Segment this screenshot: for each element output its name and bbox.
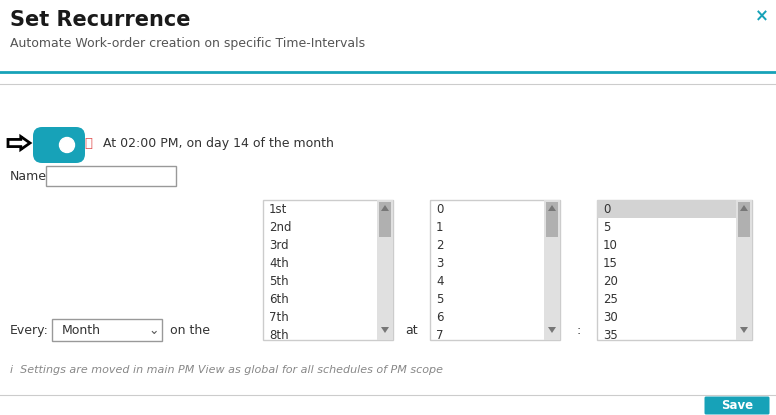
Text: 2: 2	[436, 239, 444, 251]
FancyBboxPatch shape	[263, 200, 393, 340]
Text: 4: 4	[436, 274, 444, 288]
Text: 1: 1	[436, 220, 444, 234]
Text: ⌄: ⌄	[148, 324, 158, 337]
Text: ×: ×	[755, 7, 769, 25]
FancyBboxPatch shape	[52, 319, 162, 341]
FancyBboxPatch shape	[597, 200, 736, 218]
FancyBboxPatch shape	[736, 200, 752, 340]
FancyBboxPatch shape	[430, 200, 560, 340]
Polygon shape	[8, 137, 30, 149]
Text: on the: on the	[170, 324, 210, 337]
Text: Month: Month	[62, 324, 101, 337]
Text: Save: Save	[721, 399, 753, 412]
Circle shape	[60, 137, 74, 152]
Polygon shape	[381, 205, 389, 211]
Text: 35: 35	[603, 329, 618, 342]
Text: Every:: Every:	[10, 324, 49, 337]
Polygon shape	[740, 327, 748, 333]
Text: 2nd: 2nd	[269, 220, 292, 234]
Text: 30: 30	[603, 310, 618, 324]
Polygon shape	[740, 205, 748, 211]
Text: 5: 5	[603, 220, 611, 234]
Polygon shape	[548, 327, 556, 333]
Text: 7th: 7th	[269, 310, 289, 324]
Text: 🗑: 🗑	[84, 137, 92, 149]
Text: 20: 20	[603, 274, 618, 288]
Text: Name: Name	[10, 169, 47, 183]
Text: 25: 25	[603, 293, 618, 305]
FancyBboxPatch shape	[738, 202, 750, 237]
Text: 0: 0	[436, 203, 443, 215]
Text: 6: 6	[436, 310, 444, 324]
Polygon shape	[381, 327, 389, 333]
FancyBboxPatch shape	[379, 202, 391, 237]
FancyBboxPatch shape	[46, 166, 176, 186]
Text: 5th: 5th	[269, 274, 289, 288]
Text: i  Settings are moved in main PM View as global for all schedules of PM scope: i Settings are moved in main PM View as …	[10, 365, 443, 375]
FancyBboxPatch shape	[544, 200, 560, 340]
Text: 15: 15	[603, 256, 618, 269]
Text: 8th: 8th	[269, 329, 289, 342]
Text: At 02:00 PM, on day 14 of the month: At 02:00 PM, on day 14 of the month	[103, 137, 334, 149]
Text: 7: 7	[436, 329, 444, 342]
Text: 1st: 1st	[269, 203, 287, 215]
Text: Automate Work-order creation on specific Time-Intervals: Automate Work-order creation on specific…	[10, 37, 365, 51]
FancyBboxPatch shape	[33, 127, 85, 163]
FancyBboxPatch shape	[597, 200, 752, 340]
Text: 0: 0	[603, 203, 611, 215]
FancyBboxPatch shape	[377, 200, 393, 340]
Text: Set Recurrence: Set Recurrence	[10, 10, 190, 30]
Polygon shape	[548, 205, 556, 211]
FancyBboxPatch shape	[705, 396, 770, 415]
Text: 5: 5	[436, 293, 443, 305]
Text: 6th: 6th	[269, 293, 289, 305]
Text: 3: 3	[436, 256, 443, 269]
Text: 10: 10	[603, 239, 618, 251]
FancyBboxPatch shape	[546, 202, 558, 237]
Text: 3rd: 3rd	[269, 239, 289, 251]
Text: at: at	[405, 324, 417, 337]
Text: :: :	[577, 324, 580, 337]
Text: 4th: 4th	[269, 256, 289, 269]
